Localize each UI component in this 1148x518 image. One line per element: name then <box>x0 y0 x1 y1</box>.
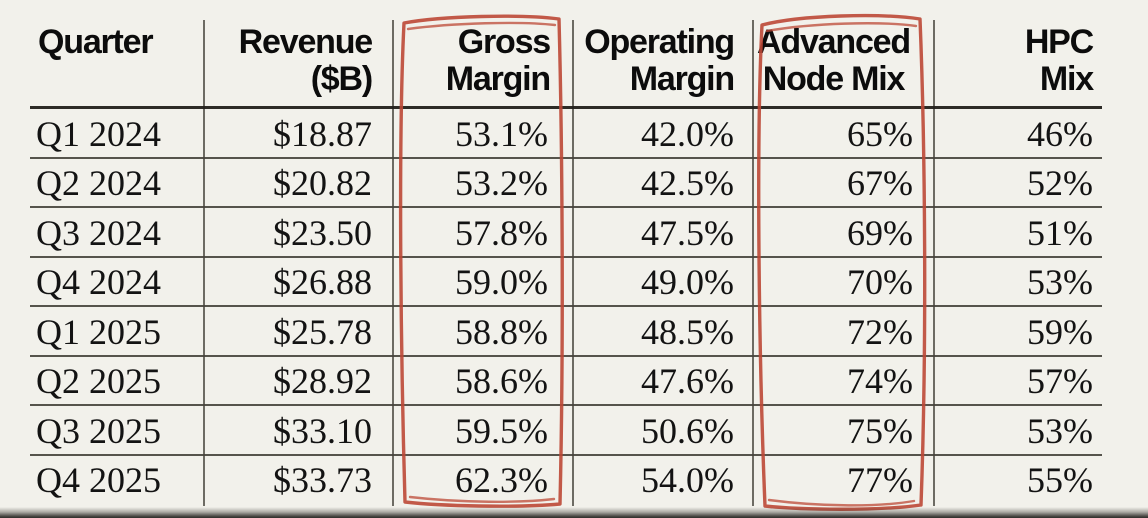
table-cell: 55% <box>1027 460 1093 501</box>
table-cell: $28.92 <box>273 361 372 402</box>
bottom-edge-shadow <box>0 507 1148 518</box>
table-cell: Q2 2024 <box>36 163 161 204</box>
table-cell: 42.0% <box>641 113 734 154</box>
column-divider <box>203 20 205 506</box>
table-header-row: Quarter Revenue ($B) Gross Margin Operat… <box>0 0 1148 109</box>
table-row: Q4 2024 $26.88 59.0% 49.0% 70% 53% <box>0 258 1148 308</box>
header-revenue: Revenue ($B) <box>203 0 392 109</box>
table-cell: 52% <box>1027 163 1093 204</box>
table-row: Q1 2024 $18.87 53.1% 42.0% 65% 46% <box>0 109 1148 159</box>
table-cell: 75% <box>847 410 913 451</box>
table-cell: Q3 2024 <box>36 212 161 253</box>
table-cell: 77% <box>847 460 913 501</box>
table-cell: Q4 2025 <box>36 460 161 501</box>
table-cell: 53% <box>1027 410 1093 451</box>
table-cell: 67% <box>847 163 913 204</box>
table-cell: 51% <box>1027 212 1093 253</box>
table-cell: 53.1% <box>455 113 548 154</box>
table-row: Q2 2024 $20.82 53.2% 42.5% 67% 52% <box>0 159 1148 209</box>
table-cell: 58.6% <box>455 361 548 402</box>
header-line: Revenue <box>238 23 374 61</box>
table-cell: $23.50 <box>273 212 372 253</box>
row-separator-line <box>30 157 1102 159</box>
row-separator-line <box>30 256 1102 258</box>
table-cell: $33.10 <box>273 410 372 451</box>
header-line: ($B) <box>310 60 374 98</box>
table-cell: 59% <box>1027 311 1093 352</box>
table-cell: $25.78 <box>273 311 372 352</box>
header-line: Quarter <box>38 23 154 61</box>
table-cell: Q3 2025 <box>36 410 161 451</box>
table-row: Q4 2025 $33.73 62.3% 54.0% 77% 55% <box>0 456 1148 506</box>
row-separator-line <box>30 454 1102 456</box>
column-divider <box>572 20 574 506</box>
table-cell: 57.8% <box>455 212 548 253</box>
row-separator-line <box>30 355 1102 357</box>
row-separator-line <box>30 305 1102 307</box>
table-cell: 47.6% <box>641 361 734 402</box>
header-line: Node Mix <box>762 60 906 98</box>
row-separator-line <box>30 404 1102 406</box>
table-cell: 42.5% <box>641 163 734 204</box>
table-cell: 46% <box>1027 113 1093 154</box>
header-line: Gross <box>457 23 551 61</box>
table-cell: 74% <box>847 361 913 402</box>
header-line: Margin <box>629 60 735 98</box>
header-quarter: Quarter <box>0 0 203 109</box>
table-cell: Q1 2024 <box>36 113 161 154</box>
header-line: Operating <box>584 23 735 61</box>
table-cell: 53% <box>1027 262 1093 303</box>
table-cell: 57% <box>1027 361 1093 402</box>
table-cell: 50.6% <box>641 410 734 451</box>
table-cell: Q2 2025 <box>36 361 161 402</box>
column-divider <box>392 20 394 506</box>
header-line: Mix <box>1039 60 1094 98</box>
header-hpc-mix: HPC Mix <box>933 0 1148 109</box>
table-row: Q1 2025 $25.78 58.8% 48.5% 72% 59% <box>0 307 1148 357</box>
table-cell: 54.0% <box>641 460 734 501</box>
table-cell: 65% <box>847 113 913 154</box>
table-cell: $20.82 <box>273 163 372 204</box>
column-divider <box>752 20 754 506</box>
table-cell: $26.88 <box>273 262 372 303</box>
header-separator-line <box>30 106 1102 109</box>
table-cell: 53.2% <box>455 163 548 204</box>
header-advanced-node-mix: Advanced Node Mix <box>752 0 933 109</box>
column-divider <box>933 20 935 506</box>
table-cell: Q4 2024 <box>36 262 161 303</box>
table-cell: 58.8% <box>455 311 548 352</box>
table-cell: 59.0% <box>455 262 548 303</box>
table-row: Q3 2024 $23.50 57.8% 47.5% 69% 51% <box>0 208 1148 258</box>
table-cell: 59.5% <box>455 410 548 451</box>
table-body: Q1 2024 $18.87 53.1% 42.0% 65% 46% Q2 2024 $20.… <box>0 109 1148 505</box>
table-cell: 49.0% <box>641 262 734 303</box>
header-operating-margin: Operating Margin <box>572 0 752 109</box>
table-cell: 70% <box>847 262 913 303</box>
table-cell: 47.5% <box>641 212 734 253</box>
table-row: Q3 2025 $33.10 59.5% 50.6% 75% 53% <box>0 406 1148 456</box>
table-cell: 69% <box>847 212 913 253</box>
table-row: Q2 2025 $28.92 58.6% 47.6% 74% 57% <box>0 357 1148 407</box>
table-cell: 62.3% <box>455 460 548 501</box>
table-cell: 48.5% <box>641 311 734 352</box>
row-separator-line <box>30 206 1102 208</box>
header-gross-margin: Gross Margin <box>392 0 572 109</box>
table-cell: Q1 2025 <box>36 311 161 352</box>
header-line: Margin <box>445 60 551 98</box>
header-line: HPC <box>1024 23 1094 61</box>
header-line: Advanced <box>757 23 911 61</box>
table-cell: $18.87 <box>273 113 372 154</box>
table-cell: 72% <box>847 311 913 352</box>
table-cell: $33.73 <box>273 460 372 501</box>
